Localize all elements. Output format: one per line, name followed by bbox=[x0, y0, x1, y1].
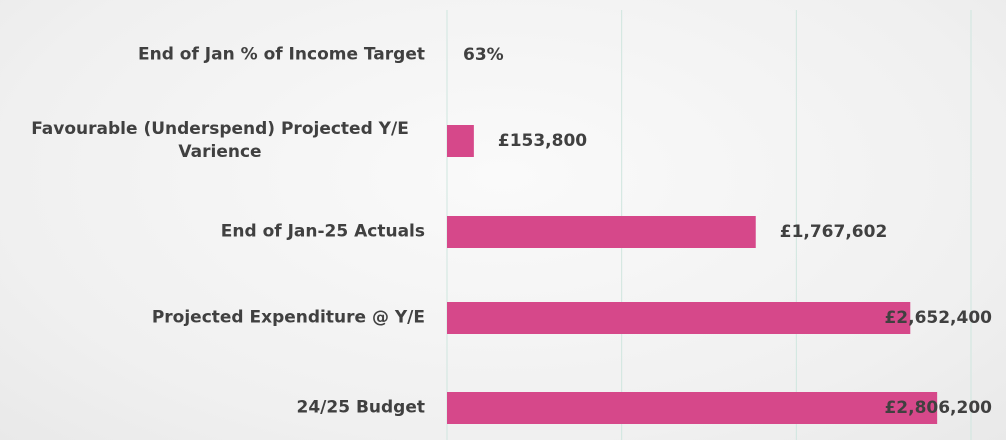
bar bbox=[447, 392, 938, 424]
bar bbox=[447, 216, 756, 248]
category-label: Favourable (Underspend) Projected Y/E Va… bbox=[15, 118, 425, 164]
category-text: End of Jan % of Income Target bbox=[138, 44, 425, 65]
value-label: 63% bbox=[463, 45, 504, 65]
category-label: End of Jan % of Income Target bbox=[138, 44, 425, 67]
bar bbox=[447, 125, 474, 157]
category-label: Projected Expenditure @ Y/E bbox=[152, 307, 425, 330]
value-label: £2,806,200 bbox=[884, 398, 992, 418]
value-label: £153,800 bbox=[498, 131, 587, 151]
value-label: £1,767,602 bbox=[780, 222, 888, 242]
category-label: End of Jan-25 Actuals bbox=[221, 221, 425, 244]
category-text: 24/25 Budget bbox=[296, 397, 426, 418]
category-text: End of Jan-25 Actuals bbox=[220, 221, 425, 242]
bar bbox=[447, 302, 911, 334]
value-label: £2,652,400 bbox=[884, 308, 992, 328]
category-text: Projected Expenditure @ Y/E bbox=[151, 307, 425, 328]
category-text: Favourable (Underspend) Projected Y/E Va… bbox=[31, 119, 409, 162]
category-label: 24/25 Budget bbox=[297, 397, 426, 420]
